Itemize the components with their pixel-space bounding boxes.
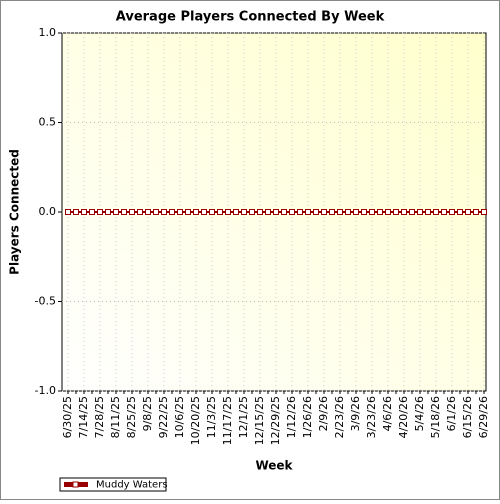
x-tick-label: 8/25/25 xyxy=(125,396,138,438)
x-tick-label: 6/1/26 xyxy=(445,396,458,431)
point xyxy=(121,209,127,215)
point xyxy=(313,209,319,215)
x-tick-label: 2/23/26 xyxy=(333,396,346,438)
point xyxy=(249,209,255,215)
y-tick-label: 0.5 xyxy=(39,116,57,129)
x-tick-label: 5/18/26 xyxy=(429,396,442,438)
point xyxy=(265,209,271,215)
point xyxy=(185,209,191,215)
x-tick-label: 6/30/25 xyxy=(61,396,74,438)
x-tick-label: 7/28/25 xyxy=(93,396,106,438)
point xyxy=(377,209,383,215)
x-tick-label: 2/9/26 xyxy=(317,396,330,431)
point xyxy=(241,209,247,215)
point xyxy=(257,209,263,215)
point xyxy=(289,209,295,215)
point xyxy=(393,209,399,215)
point xyxy=(145,209,151,215)
point xyxy=(337,209,343,215)
point xyxy=(353,209,359,215)
y-tick-label: 0.0 xyxy=(39,205,57,218)
point xyxy=(449,209,455,215)
point xyxy=(217,209,223,215)
x-tick-label: 12/15/25 xyxy=(253,396,266,445)
x-tick-label: 12/29/25 xyxy=(269,396,282,445)
x-tick-label: 3/9/26 xyxy=(349,396,362,431)
point xyxy=(369,209,375,215)
point xyxy=(137,209,143,215)
point xyxy=(177,209,183,215)
y-tick-label: -0.5 xyxy=(35,295,56,308)
point xyxy=(465,209,471,215)
point xyxy=(433,209,439,215)
point xyxy=(89,209,95,215)
point xyxy=(345,209,351,215)
point xyxy=(105,209,111,215)
x-tick-label: 10/20/25 xyxy=(189,396,202,445)
x-tick-label: 4/20/26 xyxy=(397,396,410,438)
x-tick-label: 9/22/25 xyxy=(157,396,170,438)
point xyxy=(225,209,231,215)
point xyxy=(97,209,103,215)
point xyxy=(161,209,167,215)
point xyxy=(233,209,239,215)
x-tick-label: 1/12/26 xyxy=(285,396,298,438)
point xyxy=(441,209,447,215)
x-tick-label: 6/29/26 xyxy=(477,396,490,438)
point xyxy=(209,209,215,215)
point xyxy=(193,209,199,215)
point xyxy=(297,209,303,215)
x-tick-label: 1/26/26 xyxy=(301,396,314,438)
point xyxy=(73,209,79,215)
x-axis-label: Week xyxy=(255,459,293,473)
legend-label: Muddy Waters xyxy=(96,480,168,491)
point xyxy=(329,209,335,215)
point xyxy=(169,209,175,215)
point xyxy=(153,209,159,215)
legend-box xyxy=(59,477,167,492)
x-tick-label: 4/6/26 xyxy=(381,396,394,431)
chart-title: Average Players Connected By Week xyxy=(116,10,385,25)
point xyxy=(201,209,207,215)
point xyxy=(321,209,327,215)
point xyxy=(425,209,431,215)
legend-marker xyxy=(72,481,79,488)
x-tick-label: 11/17/25 xyxy=(221,396,234,445)
point xyxy=(281,209,287,215)
x-tick-label: 5/4/26 xyxy=(413,396,426,431)
y-tick-label: -1.0 xyxy=(35,384,56,397)
point xyxy=(305,209,311,215)
point xyxy=(457,209,463,215)
point xyxy=(401,209,407,215)
x-tick-label: 9/8/25 xyxy=(141,396,154,431)
x-tick-label: 6/15/26 xyxy=(461,396,474,438)
point xyxy=(409,209,415,215)
point xyxy=(129,209,135,215)
point xyxy=(361,209,367,215)
point xyxy=(113,209,119,215)
point xyxy=(385,209,391,215)
x-tick-label: 8/11/25 xyxy=(109,396,122,438)
x-tick-label: 12/1/25 xyxy=(237,396,250,438)
point xyxy=(65,209,71,215)
point xyxy=(473,209,479,215)
y-tick-label: 1.0 xyxy=(39,26,57,39)
x-tick-label: 10/6/25 xyxy=(173,396,186,438)
point xyxy=(481,209,487,215)
y-axis-label: Players Connected xyxy=(8,149,22,275)
point xyxy=(273,209,279,215)
point xyxy=(81,209,87,215)
point xyxy=(417,209,423,215)
x-tick-label: 3/23/26 xyxy=(365,396,378,438)
x-tick-label: 11/3/25 xyxy=(205,396,218,438)
x-tick-label: 7/14/25 xyxy=(77,396,90,438)
